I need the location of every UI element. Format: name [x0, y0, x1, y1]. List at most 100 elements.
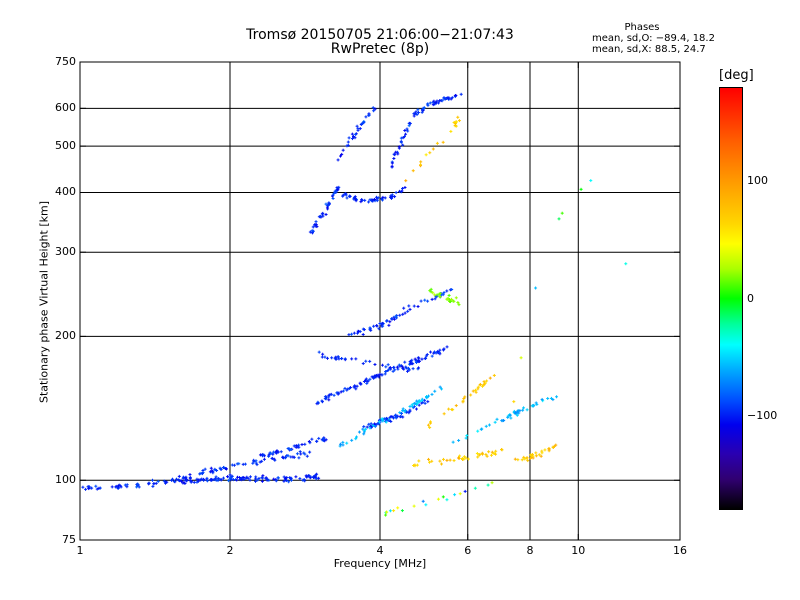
scatter-point [260, 459, 264, 463]
scatter-point [549, 396, 553, 400]
scatter-point [227, 479, 231, 483]
scatter-point [400, 411, 404, 415]
scatter-point [294, 475, 298, 479]
scatter-point [464, 456, 468, 460]
scatter-point [84, 487, 88, 491]
scatter-point [579, 187, 583, 191]
scatter-point [390, 193, 394, 197]
scatter-point [330, 356, 334, 360]
scatter-point [209, 478, 213, 482]
scatter-point [286, 454, 290, 458]
scatter-point [251, 461, 255, 465]
scatter-point [416, 305, 420, 309]
scatter-point [411, 169, 415, 173]
scatter-point [395, 365, 399, 369]
scatter-point [325, 205, 329, 209]
scatter-point [341, 148, 345, 152]
scatter-point [404, 132, 408, 136]
scatter-point [383, 196, 387, 200]
scatter-point [438, 295, 442, 299]
scatter-point [624, 262, 628, 266]
scatter-point [407, 304, 411, 308]
scatter-point [435, 141, 439, 145]
scatter-point [392, 509, 396, 513]
scatter-point [339, 390, 343, 394]
scatter-point [387, 323, 391, 327]
scatter-point [291, 455, 295, 459]
scatter-point [371, 106, 375, 110]
scatter-point [532, 403, 536, 407]
scatter-point [412, 464, 416, 468]
scatter-point [317, 350, 321, 354]
scatter-point [365, 379, 369, 383]
scatter-point [354, 437, 358, 441]
scatter-point [380, 197, 384, 201]
scatter-point [273, 458, 277, 462]
scatter-point [430, 354, 434, 358]
scatter-point [221, 476, 225, 480]
scatter-point [196, 479, 200, 483]
scatter-point [371, 198, 375, 202]
scatter-point [340, 152, 344, 156]
scatter-point [534, 451, 538, 455]
scatter-point [469, 393, 473, 397]
scatter-point [238, 476, 242, 480]
scatter-point [210, 469, 214, 473]
scatter-point [351, 134, 355, 138]
scatter-point [391, 369, 395, 373]
scatter-point [298, 450, 302, 454]
scatter-point [394, 191, 398, 195]
scatter-point [442, 412, 446, 416]
scatter-point [303, 442, 307, 446]
scatter-point [448, 300, 452, 304]
scatter-point [356, 127, 360, 131]
scatter-point [272, 450, 276, 454]
scatter-point [368, 326, 372, 330]
scatter-point [437, 292, 441, 296]
scatter-point [413, 357, 417, 361]
scatter-point [331, 196, 335, 200]
scatter-point [380, 417, 384, 421]
scatter-point [362, 425, 366, 429]
scatter-point [384, 420, 388, 424]
scatter-point [477, 453, 481, 457]
scatter-point [333, 189, 337, 193]
gridlines [80, 62, 680, 540]
scatter-point [321, 352, 325, 356]
scatter-point [175, 477, 179, 481]
scatter-point [528, 456, 532, 460]
scatter-point [393, 195, 397, 199]
scatter-point [364, 359, 368, 363]
scatter-point [404, 179, 408, 183]
scatter-point [87, 487, 91, 491]
scatter-point [256, 478, 260, 482]
x-tick-label: 8 [526, 544, 534, 557]
scatter-point [535, 402, 539, 406]
scatter-point [367, 422, 371, 426]
scatter-point [419, 163, 423, 167]
scatter-point [457, 303, 461, 307]
scatter-point [228, 475, 232, 479]
scatter-point [445, 345, 449, 349]
scatter-point [403, 360, 407, 364]
scatter-point [554, 443, 558, 447]
scatter-point [364, 115, 368, 119]
scatter-point [446, 97, 450, 101]
scatter-point [438, 351, 442, 355]
scatter-point [453, 493, 457, 497]
scatter-point [368, 359, 372, 363]
scatter-point [414, 110, 418, 114]
scatter-point [462, 455, 466, 459]
scatter-point [321, 214, 325, 218]
scatter-point [156, 479, 160, 483]
scatter-point [381, 324, 385, 328]
scatter-point [289, 447, 293, 451]
scatter-point [218, 466, 222, 470]
scatter-point [377, 375, 381, 379]
scatter-point [346, 140, 350, 144]
scatter-point [405, 127, 409, 131]
x-axis-label: Frequency [MHz] [333, 557, 427, 570]
scatter-point [450, 288, 454, 292]
scatter-point [371, 424, 375, 428]
scatter-point [244, 476, 248, 480]
